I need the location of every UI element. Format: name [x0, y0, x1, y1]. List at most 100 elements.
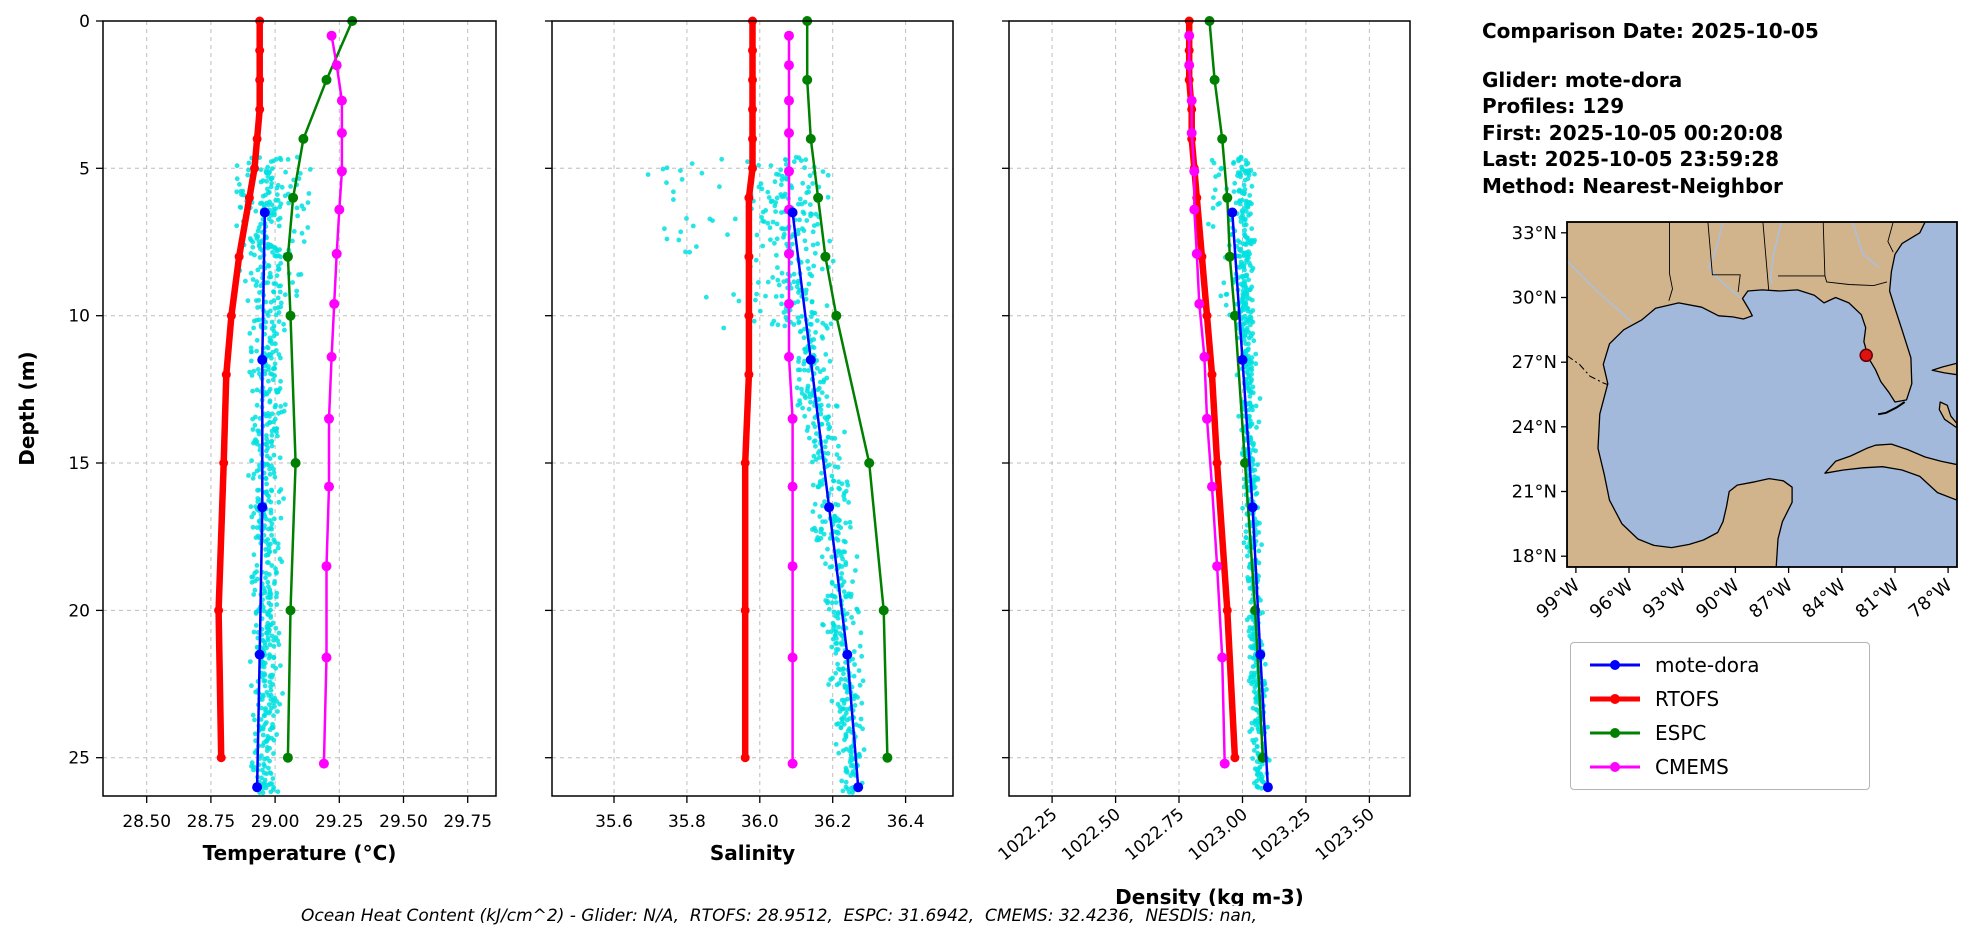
- cmems-series: [1184, 30, 1230, 769]
- map-land: [1938, 400, 1957, 429]
- svg-text:1023.25: 1023.25: [1248, 805, 1315, 866]
- svg-text:15: 15: [68, 454, 90, 474]
- rtofs-series: [740, 16, 757, 763]
- map-river: [1707, 221, 1742, 299]
- svg-text:33°N: 33°N: [1512, 222, 1557, 243]
- svg-text:28.75: 28.75: [187, 812, 236, 832]
- profiles-count: Profiles: 129: [1482, 94, 1625, 119]
- svg-text:78°W: 78°W: [1905, 574, 1957, 622]
- x-axis-label: Density (kg m-3): [1115, 885, 1304, 906]
- legend-line-espc: [1590, 727, 1640, 738]
- glider-location-marker: [1859, 348, 1873, 362]
- first-profile-time: First: 2025-10-05 00:20:08: [1482, 120, 1784, 145]
- comparison-method: Method: Nearest-Neighbor: [1482, 173, 1783, 198]
- svg-text:87°W: 87°W: [1745, 574, 1797, 622]
- legend-item-cmems: CMEMS: [1587, 755, 1853, 779]
- salinity-plot: 35.6 35.8 36.0 36.2 36.4 Salinity: [545, 16, 954, 865]
- map-state-border: [1707, 221, 1741, 292]
- legend-line-cmems: [1590, 761, 1640, 772]
- legend-label-rtofs: RTOFS: [1655, 686, 1720, 711]
- map-country-border: [1567, 354, 1609, 385]
- plot-frame: [1008, 20, 1411, 797]
- side-panel: Comparison Date: 2025-10-05 Glider: mote…: [1430, 6, 1987, 926]
- axes-ticks: 1022.251022.501022.751023.001023.251023.…: [995, 20, 1379, 866]
- cmems-series: [784, 30, 798, 769]
- rtofs-series: [214, 16, 265, 763]
- svg-text:99°W: 99°W: [1533, 574, 1585, 622]
- svg-text:1022.75: 1022.75: [1122, 805, 1189, 866]
- map-state-border: [1824, 275, 1888, 286]
- mote-dora-series: [787, 207, 864, 793]
- glider-scatter: [645, 154, 867, 795]
- svg-text:29.50: 29.50: [379, 812, 428, 832]
- last-profile-time: Last: 2025-10-05 23:59:28: [1482, 147, 1780, 172]
- plot-legend: mote-dora RTOFS ESPC: [1570, 641, 1870, 790]
- gulf-of-mexico-map: 33°N 30°N 27°N 24°N 21°N 18°N 99°W 96°W 93°W 90°W…: [1512, 220, 1958, 622]
- map-state-border: [1762, 221, 1770, 290]
- mote-dora-series: [252, 207, 270, 793]
- svg-text:5: 5: [79, 159, 90, 179]
- temperature-plot: 28.50 28.75 29.00 29.25 29.50 29.75 0 5 10 15 20 25…: [15, 12, 497, 865]
- svg-text:35.6: 35.6: [595, 812, 633, 832]
- svg-text:36.2: 36.2: [814, 812, 852, 832]
- axes-ticks: 35.6 35.8 36.0 36.2 36.4: [545, 20, 925, 832]
- svg-text:10: 10: [68, 307, 90, 327]
- map-river: [1770, 221, 1783, 285]
- svg-text:93°W: 93°W: [1639, 574, 1691, 622]
- density-plot: 1022.251022.501022.751023.001023.251023.…: [995, 16, 1411, 906]
- legend-item-espc: ESPC: [1587, 721, 1853, 745]
- legend-label-mote-dora: mote-dora: [1655, 652, 1760, 677]
- glider-name: Glider: mote-dora: [1482, 67, 1683, 92]
- svg-text:27°N: 27°N: [1512, 352, 1557, 373]
- legend-label-espc: ESPC: [1655, 720, 1707, 745]
- ocean-heat-content-caption: Ocean Heat Content (kJ/cm^2) - Glider: N…: [301, 906, 1257, 926]
- x-axis-label: Salinity: [710, 841, 795, 865]
- svg-text:36.4: 36.4: [887, 812, 925, 832]
- legend-item-mote-dora: mote-dora: [1587, 653, 1853, 677]
- mote-dora-series: [1227, 207, 1273, 793]
- espc-series: [1204, 16, 1268, 763]
- svg-text:84°W: 84°W: [1798, 574, 1850, 622]
- espc-series: [802, 16, 893, 763]
- svg-text:81°W: 81°W: [1852, 574, 1904, 622]
- svg-text:1023.50: 1023.50: [1312, 805, 1379, 866]
- plot-frame: [102, 20, 497, 797]
- svg-text:29.25: 29.25: [315, 812, 364, 832]
- x-axis-label: Temperature (°C): [203, 841, 397, 865]
- legend-line-mote-dora: [1590, 659, 1640, 670]
- legend-label-cmems: CMEMS: [1655, 754, 1729, 779]
- y-axis-label: Depth (m): [15, 351, 39, 465]
- svg-text:20: 20: [68, 601, 90, 621]
- map-state-border: [1887, 221, 1894, 252]
- svg-text:36.0: 36.0: [741, 812, 779, 832]
- svg-text:1022.25: 1022.25: [995, 805, 1062, 866]
- svg-text:29.75: 29.75: [443, 812, 492, 832]
- map-state-border: [1668, 221, 1673, 301]
- map-land: [1824, 443, 1957, 501]
- plot-frame: [551, 20, 954, 797]
- gridlines: [1009, 20, 1410, 796]
- svg-text:0: 0: [79, 12, 90, 32]
- svg-text:1022.50: 1022.50: [1058, 805, 1125, 866]
- svg-text:96°W: 96°W: [1586, 574, 1638, 622]
- svg-text:25: 25: [68, 749, 90, 769]
- espc-series: [282, 16, 358, 763]
- map-river: [1851, 221, 1880, 268]
- axes-ticks: 28.50 28.75 29.00 29.25 29.50 29.75 0 5 10 15 20 25: [68, 12, 492, 832]
- map-florida-keys: [1877, 400, 1906, 415]
- map-river: [1567, 259, 1633, 323]
- svg-text:18°N: 18°N: [1512, 546, 1557, 567]
- svg-text:21°N: 21°N: [1512, 481, 1557, 502]
- comparison-date: Comparison Date: 2025-10-05: [1482, 19, 1819, 43]
- legend-line-rtofs: [1590, 693, 1640, 704]
- svg-text:35.8: 35.8: [668, 812, 706, 832]
- cmems-series: [318, 30, 347, 769]
- glider-info-block: Glider: mote-dora Profiles: 129 First: 2…: [1482, 67, 1987, 200]
- svg-text:1023.00: 1023.00: [1185, 805, 1252, 866]
- map-land: [1931, 362, 1957, 375]
- map-frame: [1566, 220, 1958, 568]
- svg-text:28.50: 28.50: [122, 812, 171, 832]
- svg-text:30°N: 30°N: [1512, 287, 1557, 308]
- svg-text:90°W: 90°W: [1692, 574, 1744, 622]
